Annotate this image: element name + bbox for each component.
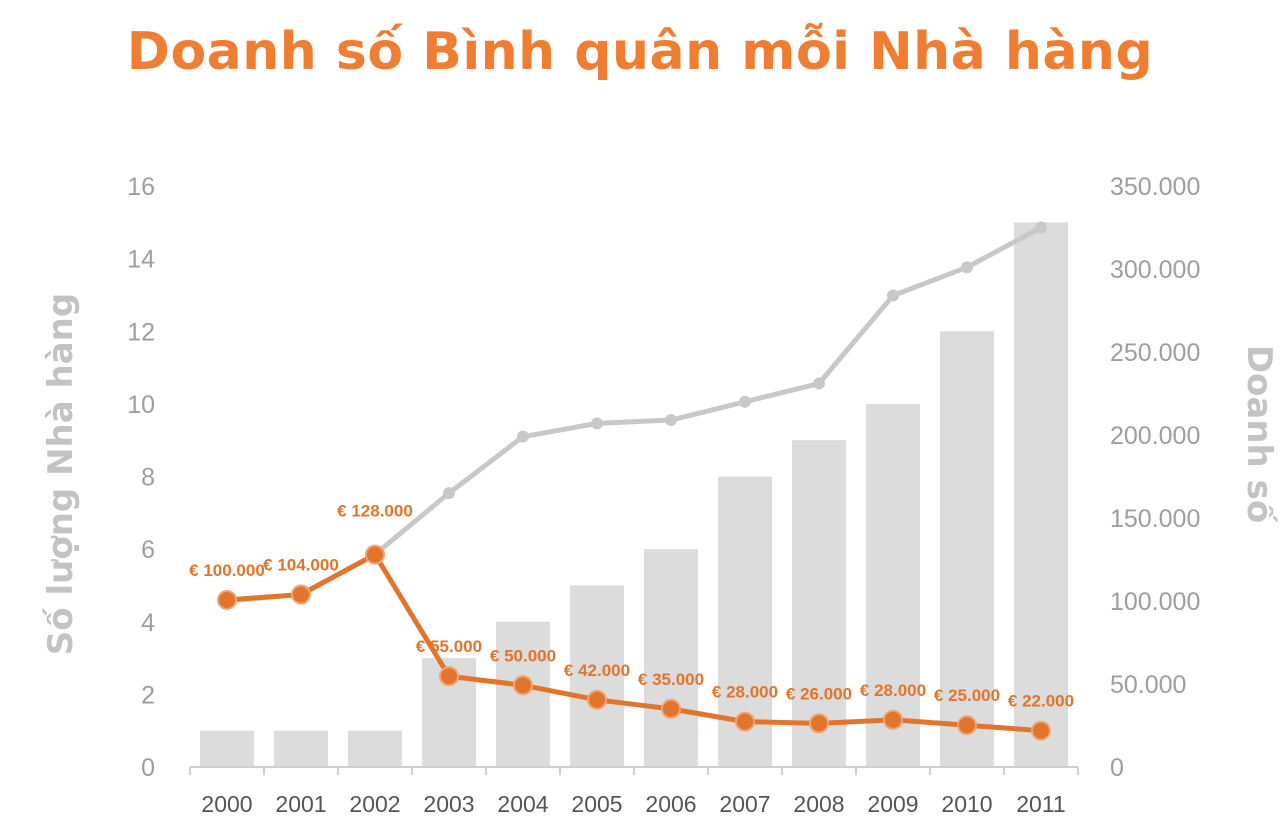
orange-series-point xyxy=(439,666,459,687)
chart-title: Doanh số Bình quân mỗi Nhà hàng xyxy=(126,22,1154,82)
gray-series-point xyxy=(813,377,825,390)
data-label: € 35.000 xyxy=(638,670,704,689)
x-tick-label: 2007 xyxy=(719,791,770,817)
bar-2008 xyxy=(792,440,846,767)
y-left-tick-label: 6 xyxy=(141,536,155,564)
orange-series-point xyxy=(661,698,681,719)
data-label: € 55.000 xyxy=(416,637,482,656)
data-label: € 104.000 xyxy=(263,556,339,575)
y-axis-left-title: Số lượng Nhà hàng xyxy=(41,293,81,655)
orange-series-point xyxy=(735,711,755,732)
data-label: € 28.000 xyxy=(860,681,926,700)
bar-2009 xyxy=(866,403,920,767)
y-right-tick-label: 50.000 xyxy=(1110,671,1186,699)
gray-series-point xyxy=(961,261,973,274)
x-tick-label: 2010 xyxy=(941,791,992,817)
data-label: € 22.000 xyxy=(1008,692,1074,711)
bar-2006 xyxy=(644,549,698,767)
x-tick-label: 2004 xyxy=(497,791,548,817)
orange-series-point xyxy=(587,689,607,710)
gray-series-point xyxy=(739,395,751,408)
x-tick-label: 2003 xyxy=(423,791,474,817)
x-tick-label: 2002 xyxy=(349,791,400,817)
y-right-tick-label: 200.000 xyxy=(1110,422,1200,450)
bar-2001 xyxy=(274,730,328,767)
x-axis xyxy=(189,766,1079,775)
bars-layer xyxy=(200,222,1068,767)
orange-series-point xyxy=(291,584,311,605)
gray-series-point xyxy=(887,289,899,302)
y-left-tick-label: 8 xyxy=(141,464,155,492)
y-right-tick-label: 150.000 xyxy=(1110,505,1200,533)
x-tick-label: 2009 xyxy=(867,791,918,817)
orange-line-layer xyxy=(217,544,1051,741)
data-label: € 26.000 xyxy=(786,684,852,703)
bar-2000 xyxy=(200,730,254,767)
orange-series-point xyxy=(513,675,533,696)
data-label: € 25.000 xyxy=(934,686,1000,705)
orange-series-point xyxy=(809,713,829,734)
x-tick-label: 2000 xyxy=(201,791,252,817)
data-label: € 28.000 xyxy=(712,683,778,702)
orange-series-point xyxy=(365,544,385,565)
y-left-tick-label: 10 xyxy=(127,391,155,419)
y-left-tick-label: 0 xyxy=(141,754,155,782)
y-axis-right-title: Doanh số xyxy=(1239,345,1279,524)
bar-2011 xyxy=(1014,222,1068,767)
orange-series-point xyxy=(883,709,903,730)
gray-series-point xyxy=(517,430,529,443)
gray-series-point xyxy=(1035,221,1047,234)
data-label: € 50.000 xyxy=(490,646,556,665)
data-label: € 128.000 xyxy=(337,502,413,521)
orange-series-point xyxy=(1031,720,1051,741)
data-label: € 42.000 xyxy=(564,661,630,680)
x-tick-label: 2005 xyxy=(571,791,622,817)
orange-series-point xyxy=(957,715,977,736)
y-left-tick-label: 16 xyxy=(127,173,155,201)
y-right-tick-label: 250.000 xyxy=(1110,339,1200,367)
x-tick-label: 2008 xyxy=(793,791,844,817)
y-left-tick-label: 2 xyxy=(141,681,155,709)
x-tick-label: 2011 xyxy=(1016,791,1065,817)
y-right-tick-label: 350.000 xyxy=(1110,173,1200,201)
bar-2002 xyxy=(348,730,402,767)
orange-series-line xyxy=(226,552,1042,734)
gray-series-point xyxy=(591,417,603,430)
gray-series-point xyxy=(665,414,677,427)
y-right-tick-label: 100.000 xyxy=(1110,588,1200,616)
x-tick-label: 2001 xyxy=(275,791,326,817)
y-left-tick-label: 14 xyxy=(127,246,155,274)
orange-series-point xyxy=(217,589,237,610)
y-right-tick-label: 0 xyxy=(1110,754,1124,782)
bar-2010 xyxy=(940,331,994,767)
gray-line-layer xyxy=(226,221,1047,604)
labels-layer: 2000 2001 2002 2003 2004 2005 2006 2007 2008 2009… xyxy=(127,173,1200,817)
bar-2005 xyxy=(570,585,624,767)
y-left-tick-label: 4 xyxy=(141,609,155,637)
y-left-tick-label: 12 xyxy=(127,318,155,346)
gray-series-point xyxy=(443,487,455,500)
data-label: € 100.000 xyxy=(189,561,265,580)
x-tick-label: 2006 xyxy=(645,791,696,817)
y-right-tick-label: 300.000 xyxy=(1110,256,1200,284)
